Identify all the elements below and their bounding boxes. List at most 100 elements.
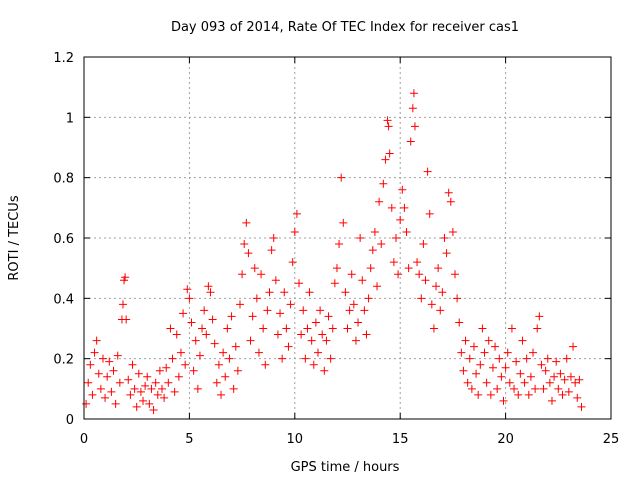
data-point	[385, 149, 394, 158]
x-axis: 0 5 10 15 20 25	[80, 57, 619, 447]
y-tick-label: 1	[66, 111, 74, 126]
data-point	[252, 294, 261, 303]
data-point	[124, 375, 133, 384]
data-point	[488, 363, 497, 372]
data-point	[231, 342, 240, 351]
data-point	[404, 264, 413, 273]
data-point	[480, 348, 489, 357]
data-point	[434, 264, 443, 273]
data-point	[204, 282, 213, 291]
data-point	[537, 360, 546, 369]
data-point	[160, 393, 169, 402]
data-point	[341, 288, 350, 297]
data-point	[248, 312, 257, 321]
data-point	[84, 378, 93, 387]
data-point	[276, 309, 285, 318]
data-point	[316, 306, 325, 315]
data-point	[455, 318, 464, 327]
data-point	[82, 399, 91, 408]
data-point	[373, 282, 382, 291]
data-point	[377, 240, 386, 249]
data-point	[105, 357, 114, 366]
data-point	[107, 387, 116, 396]
data-point	[86, 360, 95, 369]
data-point	[122, 315, 131, 324]
data-point	[415, 270, 424, 279]
data-point	[419, 240, 428, 249]
data-point	[128, 360, 137, 369]
data-point	[183, 285, 192, 294]
x-tick-label: 20	[497, 432, 514, 447]
data-point	[529, 348, 538, 357]
data-point	[520, 378, 529, 387]
data-point	[187, 318, 196, 327]
data-point	[486, 390, 495, 399]
data-point	[410, 122, 419, 131]
data-point	[126, 390, 135, 399]
data-point	[143, 372, 152, 381]
data-point	[383, 116, 392, 125]
data-point	[139, 396, 148, 405]
data-point	[362, 330, 371, 339]
data-point	[425, 209, 434, 218]
data-point	[427, 300, 436, 309]
data-point	[214, 360, 223, 369]
data-point	[153, 390, 162, 399]
data-point	[391, 234, 400, 242]
data-point	[453, 294, 462, 303]
data-point	[313, 348, 322, 357]
x-tick-label: 15	[392, 432, 409, 447]
data-point	[364, 294, 373, 303]
data-point	[347, 270, 356, 279]
data-point	[322, 336, 331, 345]
data-point	[162, 363, 171, 372]
data-point	[185, 294, 194, 303]
data-point	[288, 258, 297, 267]
data-point	[132, 402, 141, 411]
data-point	[259, 324, 268, 333]
data-point	[564, 387, 573, 396]
grid	[84, 57, 611, 419]
data-point	[526, 372, 535, 381]
data-point	[539, 384, 548, 393]
data-point	[472, 369, 481, 378]
data-point	[189, 366, 198, 375]
data-point	[286, 300, 295, 309]
data-point	[566, 372, 575, 381]
data-point	[168, 354, 177, 363]
data-point	[484, 336, 493, 345]
data-point	[195, 351, 204, 360]
data-point	[406, 137, 415, 146]
data-point	[432, 282, 441, 291]
data-point	[284, 342, 293, 351]
data-point	[335, 240, 344, 249]
data-point	[261, 360, 270, 369]
data-point	[307, 336, 316, 345]
data-point	[301, 354, 310, 363]
data-point	[157, 384, 166, 393]
data-point	[510, 384, 519, 393]
y-tick-label: 0.4	[53, 292, 74, 307]
data-point	[326, 354, 335, 363]
data-point	[345, 306, 354, 315]
data-point	[235, 300, 244, 309]
data-point	[181, 360, 190, 369]
data-point	[191, 336, 200, 345]
data-point	[461, 336, 470, 345]
y-tick-label: 1.2	[53, 51, 74, 66]
data-point	[571, 378, 580, 387]
data-point	[223, 324, 232, 333]
data-point	[463, 378, 472, 387]
data-point	[413, 258, 422, 267]
y-tick-label: 0.8	[53, 172, 74, 187]
data-point	[575, 375, 584, 384]
data-point	[292, 209, 301, 218]
data-point	[514, 390, 523, 399]
data-point	[366, 264, 375, 273]
data-point	[497, 372, 506, 381]
data-point	[398, 185, 407, 194]
data-point	[444, 188, 453, 197]
data-point	[375, 197, 384, 206]
data-point	[121, 273, 130, 282]
